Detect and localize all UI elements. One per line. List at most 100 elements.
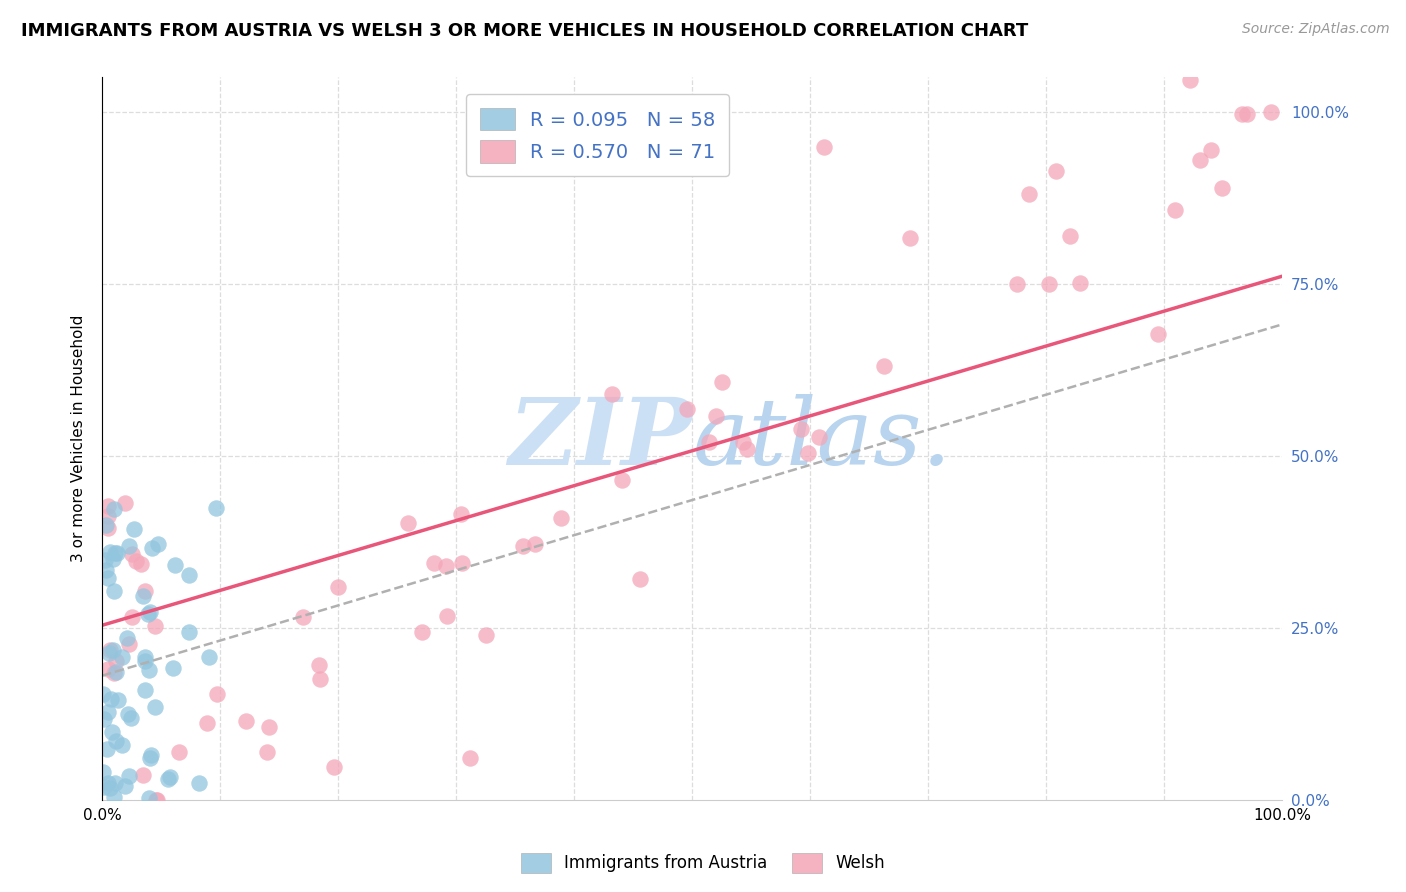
- Point: [1147, 326, 1170, 341]
- Point: [124, 522, 146, 536]
- Point: [1045, 164, 1067, 178]
- Point: [129, 557, 152, 571]
- Point: [257, 720, 280, 734]
- Point: [162, 661, 184, 675]
- Point: [104, 733, 127, 747]
- Point: [134, 584, 156, 599]
- Point: [141, 541, 163, 556]
- Point: [704, 409, 727, 423]
- Legend: R = 0.095   N = 58, R = 0.570   N = 71: R = 0.095 N = 58, R = 0.570 N = 71: [465, 95, 730, 177]
- Point: [138, 605, 160, 619]
- Point: [808, 429, 831, 443]
- Point: [1211, 181, 1233, 195]
- Point: [124, 554, 146, 568]
- Point: [114, 496, 136, 510]
- Point: [1236, 107, 1258, 121]
- Point: [138, 750, 160, 764]
- Text: IMMIGRANTS FROM AUSTRIA VS WELSH 3 OR MORE VEHICLES IN HOUSEHOLD CORRELATION CHA: IMMIGRANTS FROM AUSTRIA VS WELSH 3 OR MO…: [21, 22, 1028, 40]
- Point: [138, 791, 160, 805]
- Point: [165, 558, 187, 572]
- Point: [167, 745, 190, 759]
- Point: [235, 714, 257, 728]
- Point: [731, 435, 754, 450]
- Point: [630, 572, 652, 586]
- Point: [157, 772, 180, 786]
- Point: [450, 507, 472, 521]
- Point: [96, 742, 118, 756]
- Point: [96, 563, 118, 577]
- Point: [111, 738, 134, 752]
- Text: atlas.: atlas.: [692, 393, 952, 483]
- Point: [97, 508, 120, 523]
- Point: [100, 545, 122, 559]
- Point: [1018, 187, 1040, 202]
- Text: ZIP: ZIP: [508, 393, 692, 483]
- Point: [114, 780, 136, 794]
- Point: [146, 536, 169, 550]
- Point: [93, 553, 115, 567]
- Point: [813, 140, 835, 154]
- Point: [97, 775, 120, 789]
- Point: [103, 775, 125, 789]
- Point: [115, 632, 138, 646]
- Point: [145, 619, 167, 633]
- Point: [117, 637, 139, 651]
- Point: [97, 521, 120, 535]
- Point: [1069, 276, 1091, 290]
- Point: [396, 516, 419, 530]
- Point: [141, 747, 163, 762]
- Point: [1188, 153, 1211, 167]
- Point: [134, 649, 156, 664]
- Point: [873, 359, 896, 374]
- Point: [145, 793, 167, 807]
- Point: [322, 759, 344, 773]
- Y-axis label: 3 or more Vehicles in Household: 3 or more Vehicles in Household: [72, 315, 86, 563]
- Point: [103, 666, 125, 681]
- Point: [105, 546, 128, 560]
- Point: [101, 725, 124, 739]
- Point: [187, 776, 209, 790]
- Point: [104, 546, 127, 560]
- Point: [97, 705, 120, 719]
- Point: [103, 584, 125, 599]
- Point: [103, 502, 125, 516]
- Point: [159, 770, 181, 784]
- Point: [1260, 104, 1282, 119]
- Point: [1199, 144, 1222, 158]
- Point: [97, 661, 120, 675]
- Point: [458, 751, 481, 765]
- Point: [512, 539, 534, 553]
- Point: [138, 663, 160, 677]
- Point: [207, 687, 229, 701]
- Point: [101, 642, 124, 657]
- Point: [93, 780, 115, 794]
- Point: [98, 780, 121, 795]
- Point: [121, 610, 143, 624]
- Point: [523, 537, 546, 551]
- Point: [107, 692, 129, 706]
- Point: [96, 518, 118, 533]
- Point: [103, 789, 125, 804]
- Point: [1164, 203, 1187, 218]
- Point: [1038, 277, 1060, 291]
- Point: [1059, 228, 1081, 243]
- Point: [697, 434, 720, 449]
- Point: [610, 473, 633, 487]
- Point: [91, 687, 114, 701]
- Point: [309, 672, 332, 686]
- Point: [898, 230, 921, 244]
- Point: [600, 387, 623, 401]
- Point: [136, 607, 159, 622]
- Point: [198, 649, 221, 664]
- Point: [93, 764, 115, 779]
- Point: [177, 567, 200, 582]
- Point: [100, 692, 122, 706]
- Point: [105, 665, 128, 679]
- Point: [326, 580, 349, 594]
- Point: [195, 715, 218, 730]
- Point: [177, 625, 200, 640]
- Point: [411, 624, 433, 639]
- Point: [292, 609, 315, 624]
- Point: [436, 608, 458, 623]
- Point: [117, 707, 139, 722]
